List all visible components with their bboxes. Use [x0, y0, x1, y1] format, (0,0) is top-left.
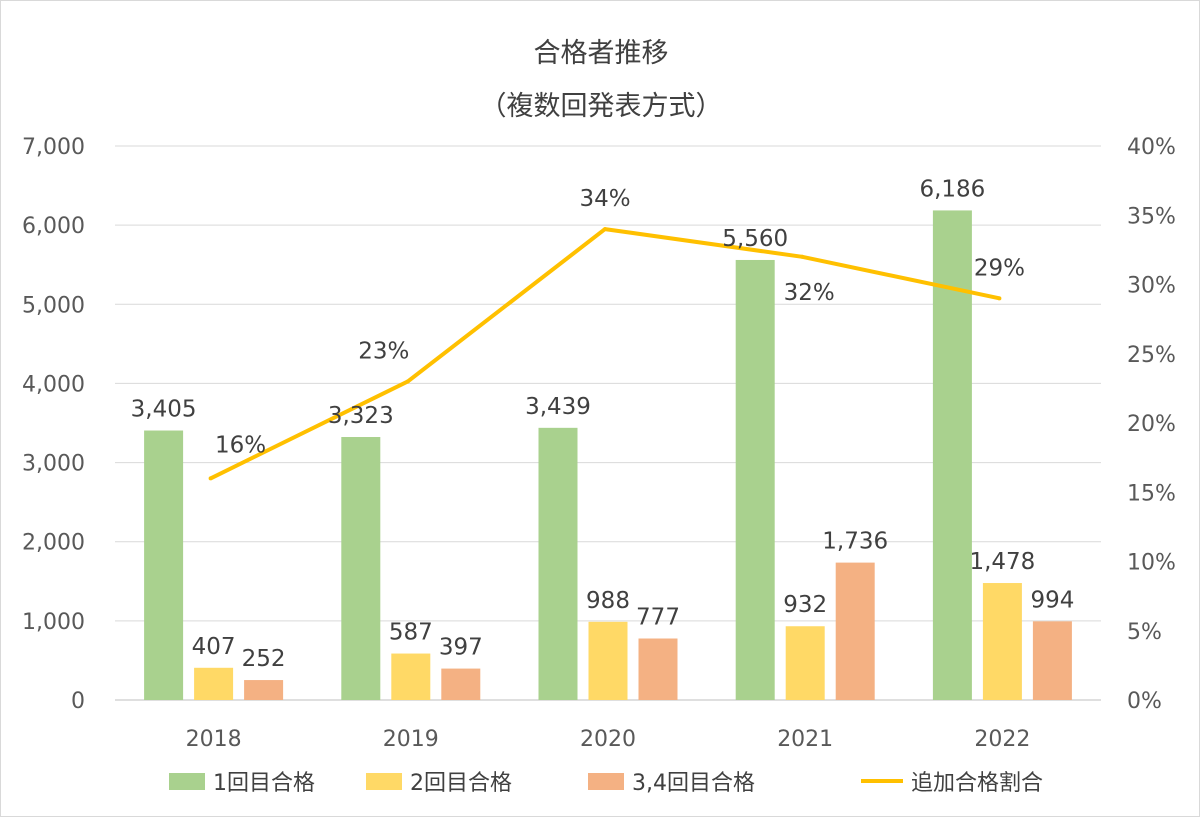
x-tick-label: 2020 [580, 727, 636, 752]
bar [144, 430, 184, 700]
y-left-tick-label: 6,000 [22, 214, 85, 239]
bar [441, 668, 481, 700]
x-axis-ticks: 2018 2019 2020 2021 2022 [186, 727, 1031, 752]
line-point [208, 476, 213, 481]
y-left-tick-label: 4,000 [22, 372, 85, 397]
chart-subtitle: （複数回発表方式） [480, 91, 723, 122]
line-data-label: 16% [215, 432, 266, 458]
line-path [209, 227, 1000, 481]
bar [835, 562, 875, 700]
legend-swatch [366, 773, 402, 790]
bar-data-label: 407 [192, 634, 236, 660]
line-point [997, 296, 1002, 301]
bar-series [144, 210, 1072, 700]
bar-data-label: 3,323 [328, 403, 394, 429]
bar-data-label: 3,439 [525, 394, 591, 420]
bar [194, 667, 234, 700]
bar [785, 626, 825, 700]
bar [982, 583, 1022, 700]
bar-data-label: 6,186 [919, 176, 985, 202]
line-point [405, 379, 410, 384]
x-tick-label: 2018 [186, 727, 242, 752]
legend: 1回目合格 2回目合格 3,4回目合格 追加合格割合 [169, 771, 1043, 796]
bar [735, 259, 775, 700]
data-labels: 3,405 3,323 3,439 5,560 6,186 407 587 988 932 1,4… [131, 176, 1075, 672]
y-left-tick-label: 5,000 [22, 293, 85, 318]
bar-data-label: 5,560 [722, 226, 788, 252]
legend-label: 2回目合格 [410, 771, 512, 796]
bar-data-label: 3,405 [131, 397, 197, 423]
line-data-label: 32% [784, 280, 835, 306]
bar-data-label: 252 [242, 646, 286, 672]
chart-title: 合格者推移 [534, 38, 669, 69]
y-left-tick-label: 3,000 [22, 452, 85, 477]
bar [588, 621, 628, 700]
x-tick-label: 2021 [777, 727, 833, 752]
y-left-tick-label: 0 [71, 689, 85, 714]
bar [341, 437, 381, 700]
line-data-label: 29% [974, 255, 1025, 281]
line-point [800, 254, 805, 259]
y-right-tick-label: 5% [1127, 620, 1162, 645]
legend-label: 3,4回目合格 [632, 771, 755, 796]
bar-data-label: 777 [636, 605, 680, 631]
bar-data-label: 587 [389, 620, 433, 646]
y-right-tick-label: 10% [1127, 551, 1176, 576]
bar-data-label: 1,736 [822, 529, 888, 555]
y-right-tick-label: 30% [1127, 274, 1176, 299]
legend-swatch [588, 773, 624, 790]
bar [391, 653, 431, 700]
legend-swatch [169, 773, 205, 790]
x-tick-label: 2022 [974, 727, 1030, 752]
bar [244, 680, 284, 700]
y-left-tick-label: 7,000 [22, 135, 85, 160]
bar-data-label: 397 [439, 635, 483, 661]
y-right-tick-label: 25% [1127, 343, 1176, 368]
left-axis-ticks: 0 1,000 2,000 3,000 4,000 5,000 6,000 7,000 [22, 135, 85, 714]
bar-data-label: 932 [783, 592, 827, 618]
bar-data-label: 988 [586, 588, 630, 614]
y-right-tick-label: 0% [1127, 689, 1162, 714]
line-point [603, 227, 607, 232]
bar [538, 427, 578, 700]
legend-label: 1回目合格 [213, 771, 315, 796]
line-data-label: 23% [358, 338, 409, 364]
gridlines [115, 145, 1101, 701]
y-right-tick-label: 20% [1127, 412, 1176, 437]
line-data-label: 34% [579, 186, 630, 212]
bar [1032, 621, 1072, 700]
x-tick-label: 2019 [383, 727, 439, 752]
y-left-tick-label: 2,000 [22, 531, 85, 556]
y-right-tick-label: 40% [1127, 135, 1176, 160]
bar [638, 638, 678, 700]
y-right-tick-label: 15% [1127, 481, 1176, 506]
line-series [208, 227, 1002, 481]
right-axis-ticks: 0% 5% 10% 15% 20% 25% 30% 35% 40% [1127, 135, 1176, 714]
bar-data-label: 994 [1030, 587, 1074, 613]
y-right-tick-label: 35% [1127, 204, 1176, 229]
bar-data-label: 1,478 [969, 549, 1035, 575]
y-left-tick-label: 1,000 [22, 610, 85, 635]
legend-label: 追加合格割合 [911, 771, 1043, 796]
